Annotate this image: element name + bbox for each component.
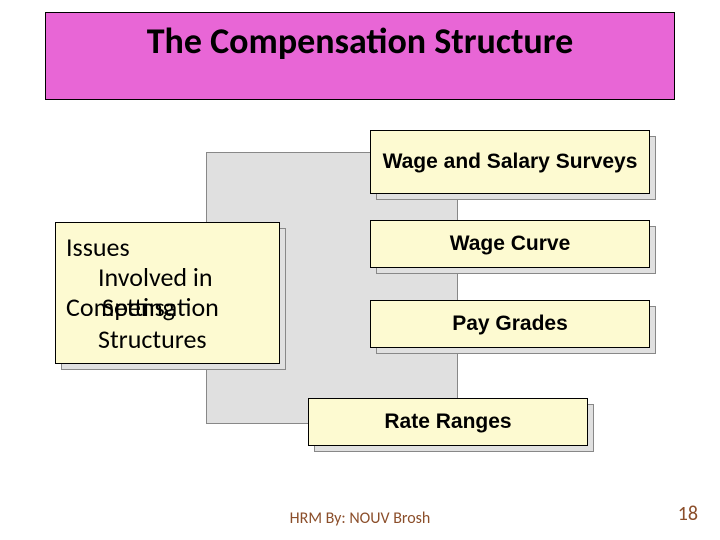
pay-grades-box: Pay Grades <box>370 300 650 348</box>
issues-line4: Structures <box>66 325 277 355</box>
issues-line2: Involved in <box>66 263 277 293</box>
issues-line3-setting: Setting <box>102 293 175 323</box>
footer-page-number: 18 <box>678 502 698 526</box>
wage-salary-surveys-label: Wage and Salary Surveys <box>373 150 648 174</box>
rate-ranges-box: Rate Ranges <box>308 398 588 446</box>
title-bar: The Compensation Structure <box>45 12 675 100</box>
wage-curve-label: Wage Curve <box>440 232 581 256</box>
rate-ranges-label: Rate Ranges <box>374 410 521 434</box>
footer-author: HRM By: NOUV Brosh <box>0 509 720 528</box>
issues-text: Issues Involved in Compensation Setting … <box>56 223 279 365</box>
wage-salary-surveys-box: Wage and Salary Surveys <box>370 130 650 194</box>
issues-box: Issues Involved in Compensation Setting … <box>55 222 280 364</box>
slide-title: The Compensation Structure <box>147 19 574 63</box>
pay-grades-label: Pay Grades <box>442 312 578 336</box>
wage-curve-box: Wage Curve <box>370 220 650 268</box>
slide-stage: Wage and Salary Surveys Wage Curve Pay Gra… <box>0 0 720 540</box>
issues-line1: Issues <box>66 233 277 263</box>
issues-line3: Compensation Setting <box>66 293 277 325</box>
